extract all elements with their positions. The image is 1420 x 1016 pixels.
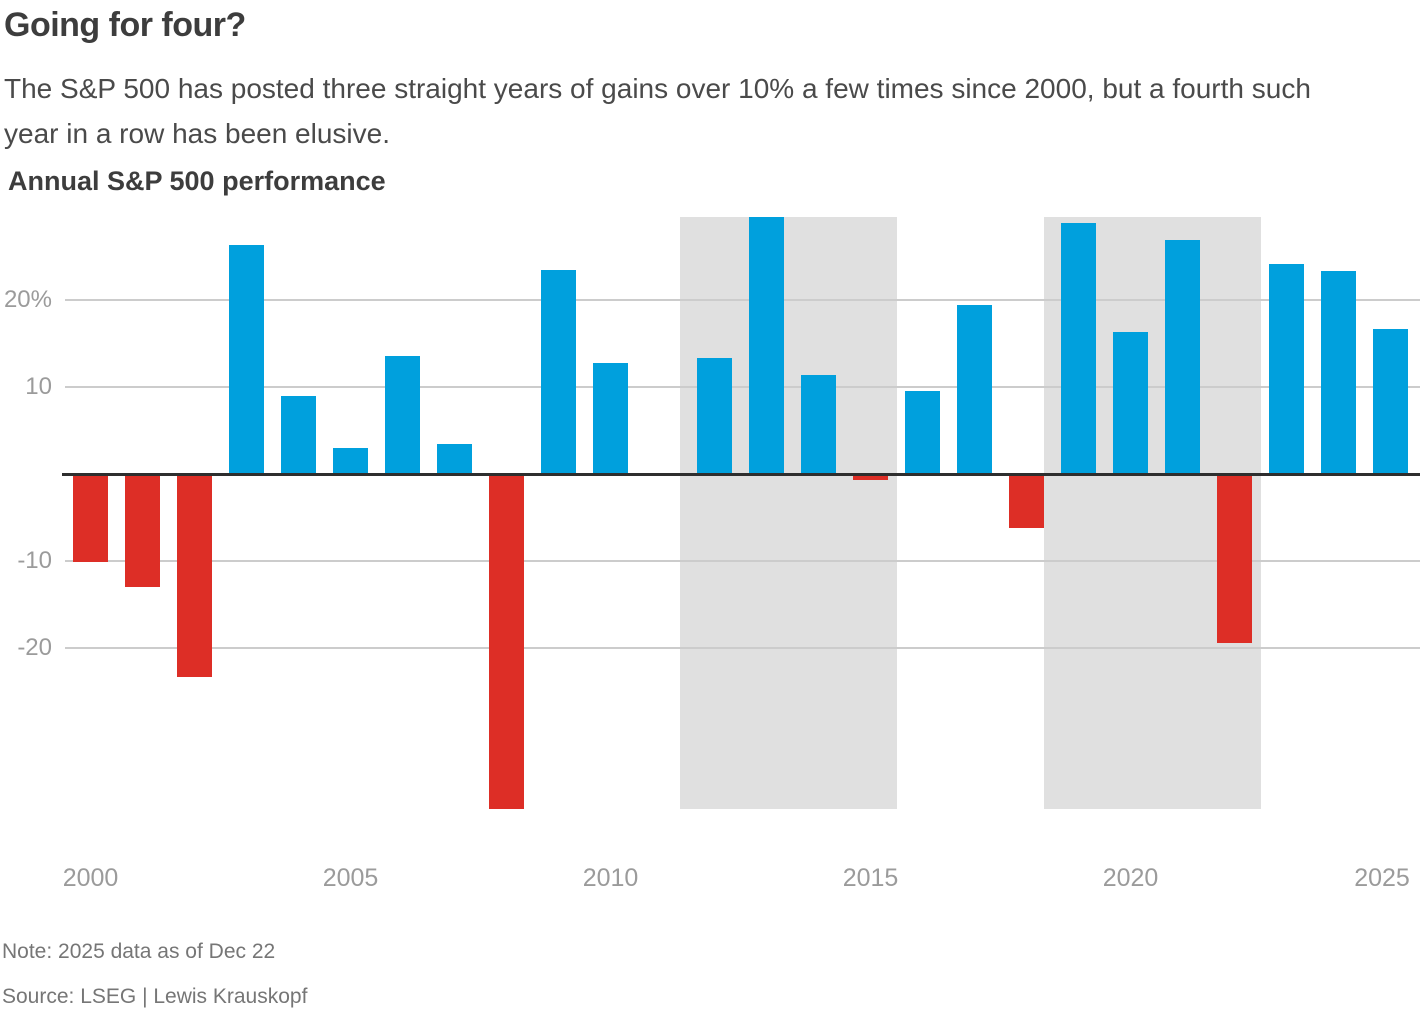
bar-gain	[905, 391, 940, 474]
bar-gain	[1165, 240, 1200, 474]
bar-gain	[437, 443, 472, 474]
bar-gain	[541, 269, 576, 474]
chart-series-label: Annual S&P 500 performance	[8, 166, 386, 196]
bar-gain	[229, 244, 264, 474]
y-axis-label: 10	[25, 373, 52, 401]
bar-gain	[1061, 222, 1096, 474]
bar-gain	[1269, 263, 1304, 474]
chart-note: Note: 2025 data as of Dec 22	[2, 940, 276, 963]
x-axis-label: 2010	[582, 864, 639, 892]
bar-loss	[489, 474, 524, 809]
x-axis-label: 2005	[322, 864, 379, 892]
x-axis-label: 2020	[1102, 864, 1159, 892]
gridline	[65, 299, 1420, 302]
bar-gain	[749, 216, 784, 474]
zero-axis-line	[62, 472, 1420, 476]
bar-gain	[1321, 271, 1356, 474]
bar-loss	[73, 474, 108, 562]
y-axis-label: -10	[17, 546, 52, 574]
gridline	[65, 646, 1420, 649]
bar-gain	[333, 447, 368, 474]
chart-subtitle: The S&P 500 has posted three straight ye…	[4, 73, 1311, 149]
page-title: Going for four?	[4, 6, 246, 44]
y-axis-label: -20	[17, 633, 52, 661]
bar-gain	[1373, 328, 1408, 474]
bar-gain	[801, 374, 836, 474]
x-axis-label: 2025	[1354, 864, 1410, 892]
chart-source: Source: LSEG | Lewis Krauskopf	[2, 985, 308, 1008]
bar-gain	[1113, 332, 1148, 474]
highlight-band	[679, 216, 897, 809]
bar-loss	[1217, 474, 1252, 643]
bar-gain	[385, 355, 420, 474]
bar-gain	[957, 305, 992, 474]
bar-loss	[853, 474, 888, 481]
y-axis-label: 20%	[3, 286, 52, 314]
bar-gain	[593, 362, 628, 474]
bar-loss	[125, 474, 160, 587]
gridline	[65, 386, 1420, 389]
gridline	[65, 559, 1420, 562]
bar-gain	[281, 395, 316, 474]
x-axis-label: 2015	[842, 864, 899, 892]
bar-loss	[177, 474, 212, 678]
bar-gain	[697, 357, 732, 474]
bar-loss	[1009, 474, 1044, 528]
x-axis-label: 2000	[62, 864, 119, 892]
